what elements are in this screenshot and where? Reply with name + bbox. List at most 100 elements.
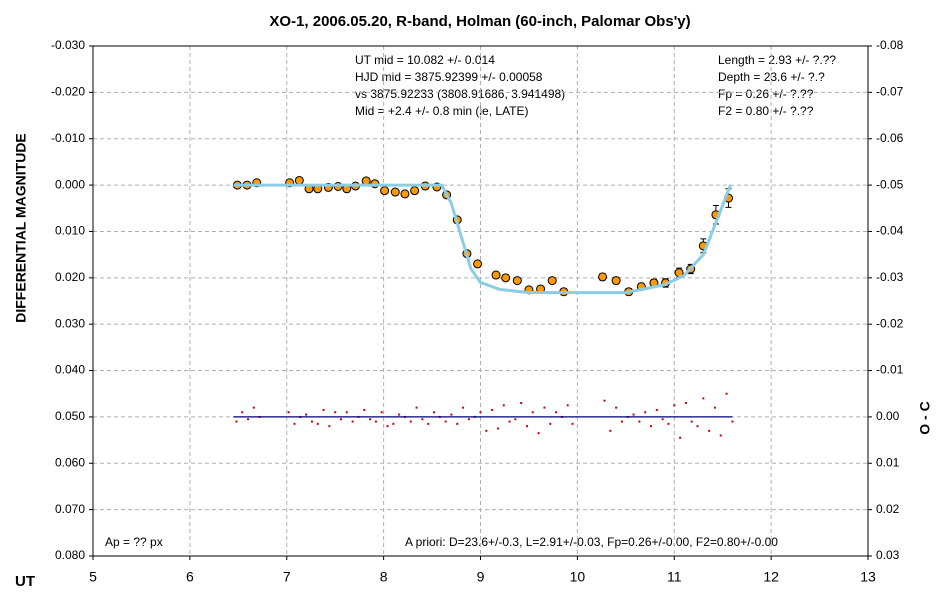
residual-point [380,411,383,414]
residual-point [514,418,517,421]
residual-point [287,411,290,414]
y2-tick-label: -0.03 [876,270,904,284]
residual-point [392,422,395,425]
y2-tick-label: 0.01 [876,455,900,469]
residual-point [731,420,734,423]
data-point [611,276,621,286]
data-point [491,270,501,280]
y-tick-label: 0.050 [55,409,85,423]
x-tick-label: 11 [667,569,682,585]
x-tick-label: 13 [860,569,876,585]
residual-point [708,429,711,432]
annotation: Mid = +2.4 +/- 0.8 min (ie, LATE) [355,104,529,118]
residual-point [673,404,676,407]
residual-point [467,418,470,421]
data-point [400,189,410,199]
x-tick-label: 5 [89,569,97,585]
data-point [380,186,390,196]
residual-point [638,420,641,423]
residual-point [650,425,652,428]
residual-point [725,392,728,395]
residual-point [684,402,687,404]
residual-point [235,420,238,423]
residual-point [462,406,465,409]
y2-tick-label: 0.02 [876,502,900,516]
y2-tick-label: 0.03 [876,548,900,562]
residual-point [491,408,494,411]
x-axis-label: UT [15,573,35,590]
residual-point [450,413,453,416]
residual-point [549,422,552,425]
residual-point [571,422,574,425]
annotation: Length = 2.93 +/- ?.?? [718,53,836,67]
y-tick-label: 0.020 [55,270,85,284]
residual-point [526,425,528,428]
y2-tick-label: -0.01 [876,363,904,377]
y2-tick-label: -0.07 [876,85,904,99]
residual-point [502,404,505,407]
residual-point [363,408,366,411]
y-tick-label: 0.040 [55,363,85,377]
residual-point [655,408,658,411]
y-tick-label: 0.000 [55,177,85,191]
residual-point [496,427,499,430]
y2-tick-label: -0.05 [876,177,904,191]
x-tick-label: 12 [763,569,779,585]
x-tick-label: 6 [186,569,194,585]
residual-point [305,413,308,416]
annotation: F2 = 0.80 +/- ?.?? [718,104,814,118]
data-point [410,186,420,196]
y2-tick-label: -0.06 [876,131,904,145]
residual-point [345,411,348,414]
x-tick-label: 7 [283,569,291,585]
y-tick-label: 0.010 [55,224,85,238]
y-tick-label: -0.010 [51,131,85,145]
y-tick-label: 0.070 [55,502,85,516]
residual-point [479,411,482,414]
annotation: HJD mid = 3875.92399 +/- 0.00058 [355,70,543,84]
residual-point [369,418,372,421]
x-tick-label: 9 [477,569,485,585]
residual-point [293,422,296,425]
y-tick-label: -0.030 [51,38,85,52]
residual-point [316,422,319,425]
x-tick-label: 8 [380,569,388,585]
y2-tick-label: 0.00 [876,409,900,423]
residual-point [543,406,546,409]
residual-point [661,418,664,421]
y2-tick-label: -0.08 [876,38,904,52]
residual-point [644,411,647,414]
residual-point [340,418,342,421]
residual-point [690,420,693,423]
residual-point [603,399,606,402]
y2-tick-label: -0.04 [876,224,904,238]
y-tick-label: 0.060 [55,455,85,469]
plot-frame [92,45,869,557]
residual-point [398,413,401,416]
residual-point [702,397,705,400]
line [233,183,732,295]
residual-point [374,420,377,423]
residual-point [667,422,670,425]
residual-point [241,411,244,414]
annotation: vs 3875.92233 (3808.91686, 3.941498) [355,87,565,101]
residual-point [427,422,430,425]
residual-point [719,434,722,437]
y2-tick-label: -0.02 [876,316,904,330]
residual-point [433,411,435,414]
residual-point [696,425,699,428]
residual-point [310,420,313,423]
data-point [390,187,400,197]
chart-title: XO-1, 2006.05.20, R-band, Holman (60-inc… [269,13,690,30]
data-point [547,276,557,286]
residual-point [456,422,459,425]
residual-point [485,429,488,432]
data-point [512,276,522,286]
residual-point [386,425,389,428]
annotation: A priori: D=23.6+/-0.3, L=2.91+/-0.03, F… [405,535,778,549]
y-tick-label: 0.080 [55,548,85,562]
residual-point [609,429,612,432]
residual-point [247,418,249,421]
data-point [598,272,608,282]
